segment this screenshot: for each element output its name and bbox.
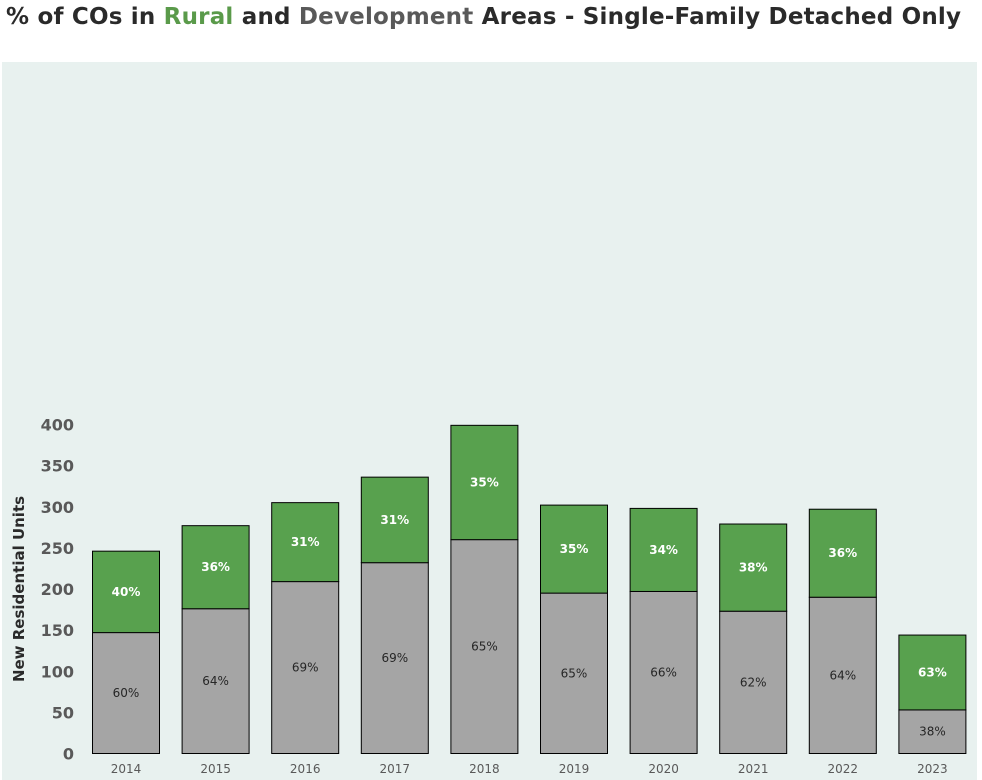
x-tick-label: 2017 <box>380 762 411 776</box>
chart-title: % of COs in Rural and Development Areas … <box>6 4 961 30</box>
data-label-development: 69% <box>381 651 408 665</box>
bar-rural <box>92 550 160 634</box>
x-tick-label: 2020 <box>648 762 679 776</box>
y-tick-label: 200 <box>41 580 74 599</box>
y-tick-label: 300 <box>41 498 74 517</box>
data-label-rural: 34% <box>649 543 678 557</box>
y-tick-label: 400 <box>41 416 74 435</box>
bar-development <box>360 562 429 754</box>
data-label-rural: 36% <box>201 560 230 574</box>
title-development-word: Development <box>298 4 474 30</box>
bar-development <box>92 632 160 755</box>
data-label-development: 65% <box>561 666 588 680</box>
bar-rural <box>898 634 967 711</box>
bar-development <box>540 592 608 754</box>
x-tick-label: 2022 <box>828 762 859 776</box>
title-part-1: % of COs in <box>6 4 164 30</box>
x-tick-label: 2016 <box>290 762 321 776</box>
bar-rural <box>271 502 340 583</box>
bar-development <box>898 709 967 754</box>
title-part-3: Areas - Single-Family Detached Only <box>473 4 962 30</box>
y-tick-label: 100 <box>41 662 74 681</box>
y-tick-label: 0 <box>63 745 74 764</box>
y-axis-title: New Residential Units <box>10 496 28 682</box>
y-tick-label: 250 <box>41 539 74 558</box>
bar-rural <box>360 476 429 564</box>
x-tick-label: 2015 <box>200 762 231 776</box>
chart-panel: 0 50 100 150 200 250 300 350 400 New Residential … <box>2 62 977 780</box>
y-tick-label: 350 <box>41 457 74 476</box>
bar-development <box>271 581 340 754</box>
x-tick-label: 2023 <box>917 762 948 776</box>
bar-rural <box>629 507 698 592</box>
data-label-development: 64% <box>202 674 229 688</box>
data-label-development: 65% <box>471 640 498 654</box>
data-label-rural: 38% <box>739 561 768 575</box>
stacked-bar-chart: 0 50 100 150 200 250 300 350 400 New Residential … <box>10 416 967 776</box>
data-label-rural: 35% <box>560 542 589 556</box>
data-label-rural: 31% <box>291 535 320 549</box>
data-label-rural: 36% <box>828 546 857 560</box>
title-part-2: and <box>233 4 299 30</box>
x-tick-label: 2021 <box>738 762 769 776</box>
x-tick-label: 2019 <box>559 762 590 776</box>
bar-rural <box>181 525 250 610</box>
data-label-development: 66% <box>650 665 677 679</box>
data-label-development: 38% <box>919 725 946 739</box>
bar-development <box>808 596 877 754</box>
bar-rural <box>450 424 519 541</box>
bar-rural <box>719 523 788 612</box>
data-label-rural: 40% <box>112 585 141 599</box>
data-label-rural: 31% <box>380 513 409 527</box>
bar-development <box>719 610 788 755</box>
bar-development <box>450 539 519 754</box>
x-tick-label: 2018 <box>469 762 500 776</box>
title-rural-word: Rural <box>163 4 234 30</box>
data-label-rural: 63% <box>918 665 947 679</box>
y-tick-label: 150 <box>41 621 74 640</box>
bar-development <box>629 590 698 755</box>
data-label-rural: 35% <box>470 475 499 489</box>
x-tick-label: 2014 <box>111 762 142 776</box>
data-label-development: 62% <box>740 675 767 689</box>
data-label-development: 69% <box>292 661 319 675</box>
data-label-development: 60% <box>113 686 140 700</box>
bar-rural <box>540 504 608 594</box>
bar-rural <box>808 508 877 598</box>
y-tick-label: 50 <box>52 703 74 722</box>
data-label-development: 64% <box>829 668 856 682</box>
